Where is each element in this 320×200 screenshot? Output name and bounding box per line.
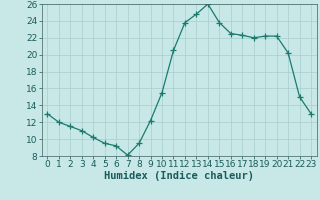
X-axis label: Humidex (Indice chaleur): Humidex (Indice chaleur)	[104, 171, 254, 181]
